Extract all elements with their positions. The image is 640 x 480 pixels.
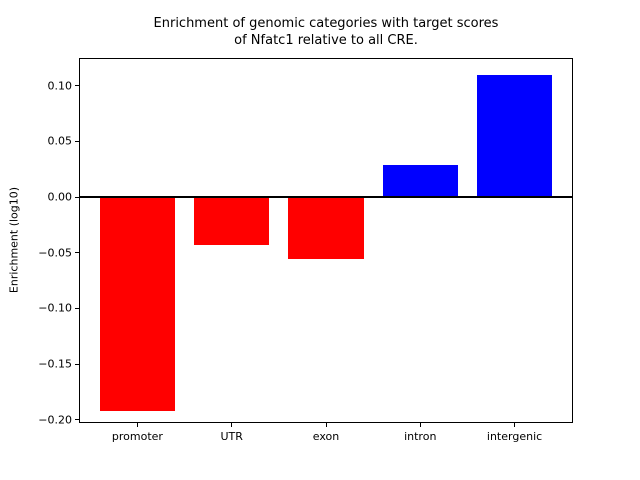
plot-area [79, 58, 573, 423]
x-axis-tick-label: UTR [220, 430, 243, 443]
zero-line [79, 196, 573, 199]
y-axis-tick-label: 0.00 [47, 190, 73, 204]
x-axis-tick-mark [136, 423, 138, 427]
y-axis-tick-label: −0.10 [38, 301, 72, 315]
bar-exon [288, 197, 364, 260]
x-axis-tick-label: exon [312, 430, 340, 443]
x-axis-tick-label: intron [404, 430, 437, 443]
bar-intergenic [476, 74, 553, 198]
x-axis-tick-label: intergenic [486, 430, 543, 443]
y-axis-tick-mark [75, 363, 79, 365]
y-axis-tick-label: −0.05 [38, 246, 72, 260]
y-axis-tick-label: 0.10 [47, 79, 73, 93]
y-axis-tick-mark [75, 419, 79, 421]
chart-title-line2: of Nfatc1 relative to all CRE. [234, 33, 418, 48]
y-axis-tick-label: −0.15 [38, 357, 72, 371]
chart-title-line1: Enrichment of genomic categories with ta… [153, 16, 499, 31]
bar-intron [382, 164, 458, 198]
y-axis-label: Enrichment (log10) [7, 186, 21, 294]
y-axis-tick-mark [75, 140, 79, 142]
y-axis-tick-label: −0.20 [38, 413, 72, 427]
y-axis-tick-mark [75, 307, 79, 309]
chart-title: Enrichment of genomic categories with ta… [79, 15, 573, 49]
bar-UTR [194, 197, 270, 245]
x-axis-tick-mark [325, 423, 327, 427]
y-axis-tick-mark [75, 252, 79, 254]
y-axis-tick-mark [75, 196, 79, 198]
x-axis-tick-label: promoter [111, 430, 163, 443]
y-axis-tick-mark [75, 85, 79, 87]
x-axis-tick-mark [514, 423, 516, 427]
bar-promoter [99, 197, 176, 411]
y-axis-tick-label: 0.05 [47, 134, 73, 148]
x-axis-tick-mark [231, 423, 233, 427]
x-axis-tick-mark [419, 423, 421, 427]
